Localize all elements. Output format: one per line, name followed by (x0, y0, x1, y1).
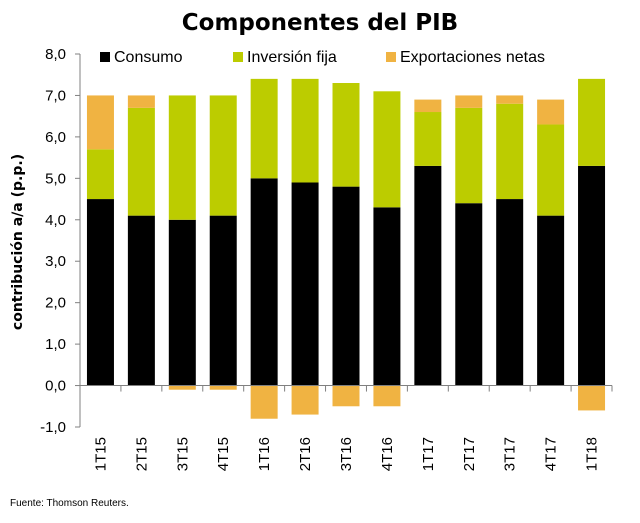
bar-3T17-series-3 (496, 95, 524, 104)
bars (86, 78, 606, 419)
y-tick-label: 1,0 (45, 336, 66, 353)
bar-2T17-series-2 (455, 107, 483, 204)
x-tick-label: 1T15 (92, 437, 109, 471)
chart-title: Componentes del PIB (182, 10, 458, 36)
x-tick-label: 3T16 (338, 437, 355, 471)
bar-2T16-series-3 (291, 385, 319, 415)
bar-2T15-series-3 (127, 95, 155, 108)
bar-4T16-series-2 (373, 91, 401, 208)
bar-2T16-series-2 (291, 78, 319, 183)
x-tick-label: 4T16 (379, 437, 396, 471)
bar-1T18-series-3 (578, 385, 606, 411)
bar-2T15-series-1 (127, 215, 155, 386)
x-tick-label: 2T16 (297, 437, 314, 471)
x-tick-label: 3T15 (174, 437, 191, 471)
bar-3T16-series-1 (332, 186, 360, 386)
bar-4T15-series-3 (209, 385, 237, 390)
x-tick-label: 1T17 (420, 437, 437, 471)
bar-4T16-series-3 (373, 385, 401, 407)
bar-4T15-series-2 (209, 95, 237, 216)
bar-2T17-series-1 (455, 203, 483, 386)
legend-label-2: Inversión fija (247, 49, 337, 66)
bar-1T16-series-2 (250, 78, 278, 179)
y-tick-label: 3,0 (45, 253, 66, 270)
bar-3T16-series-2 (332, 83, 360, 187)
bar-4T16-series-1 (373, 207, 401, 386)
bar-2T17-series-3 (455, 95, 483, 108)
y-tick-label: 2,0 (45, 295, 66, 312)
bar-3T16-series-3 (332, 385, 360, 407)
bar-4T17-series-1 (537, 215, 565, 386)
y-tick-label: 0,0 (45, 378, 66, 395)
bar-3T15-series-2 (168, 95, 196, 220)
y-axis-label: contribución a/a (p.p.) (10, 154, 26, 330)
x-tick-label: 4T17 (543, 437, 560, 471)
bar-3T15-series-1 (168, 219, 196, 386)
source-note: Fuente: Thomson Reuters. (10, 498, 129, 509)
bar-1T18-series-2 (578, 78, 606, 166)
bar-1T17-series-2 (414, 112, 442, 166)
x-tick-label: 3T17 (502, 437, 519, 471)
y-tick-label: 7,0 (45, 87, 66, 104)
y-tick-label: 6,0 (45, 129, 66, 146)
y-axis-ticks: -1,0 0,0 1,0 2,0 3,0 4,0 5,0 6,0 7,0 8,0 (40, 46, 80, 436)
bar-2T15-series-2 (127, 107, 155, 216)
bar-1T18-series-1 (578, 165, 606, 386)
x-tick-label: 2T15 (133, 437, 150, 471)
axes (79, 54, 613, 427)
x-tick-label: 1T16 (256, 437, 273, 471)
x-tick-label: 2T17 (461, 437, 478, 471)
bar-1T15-series-1 (86, 199, 114, 386)
bar-4T17-series-3 (537, 99, 565, 125)
legend-swatch-3 (386, 52, 396, 62)
bar-2T16-series-1 (291, 182, 319, 386)
legend-swatch-2 (233, 52, 243, 62)
y-tick-label: 4,0 (45, 212, 66, 229)
bar-1T16-series-1 (250, 178, 278, 386)
bar-1T17-series-1 (414, 165, 442, 386)
bar-3T17-series-1 (496, 199, 524, 386)
x-tick-label: 1T18 (584, 437, 601, 471)
x-axis-ticks: 1T15 2T15 3T15 4T15 1T16 2T16 3T16 4T16 1T17 2T17… (92, 437, 600, 471)
bar-1T15-series-3 (86, 95, 114, 150)
legend-label-1: Consumo (114, 49, 183, 66)
bar-4T17-series-2 (537, 124, 565, 216)
legend-swatch-1 (100, 52, 110, 62)
legend: Consumo Inversión fija Exportaciones netas (100, 49, 545, 66)
bar-3T17-series-2 (496, 103, 524, 200)
y-tick-label: 5,0 (45, 170, 66, 187)
y-tick-label: -1,0 (40, 419, 66, 436)
bar-1T16-series-3 (250, 385, 278, 419)
x-tick-label: 4T15 (215, 437, 232, 471)
bar-3T15-series-3 (168, 385, 196, 390)
bar-4T15-series-1 (209, 215, 237, 386)
bar-1T15-series-2 (86, 149, 114, 200)
legend-label-3: Exportaciones netas (400, 49, 545, 66)
y-tick-label: 8,0 (45, 46, 66, 63)
bar-1T17-series-3 (414, 99, 442, 113)
